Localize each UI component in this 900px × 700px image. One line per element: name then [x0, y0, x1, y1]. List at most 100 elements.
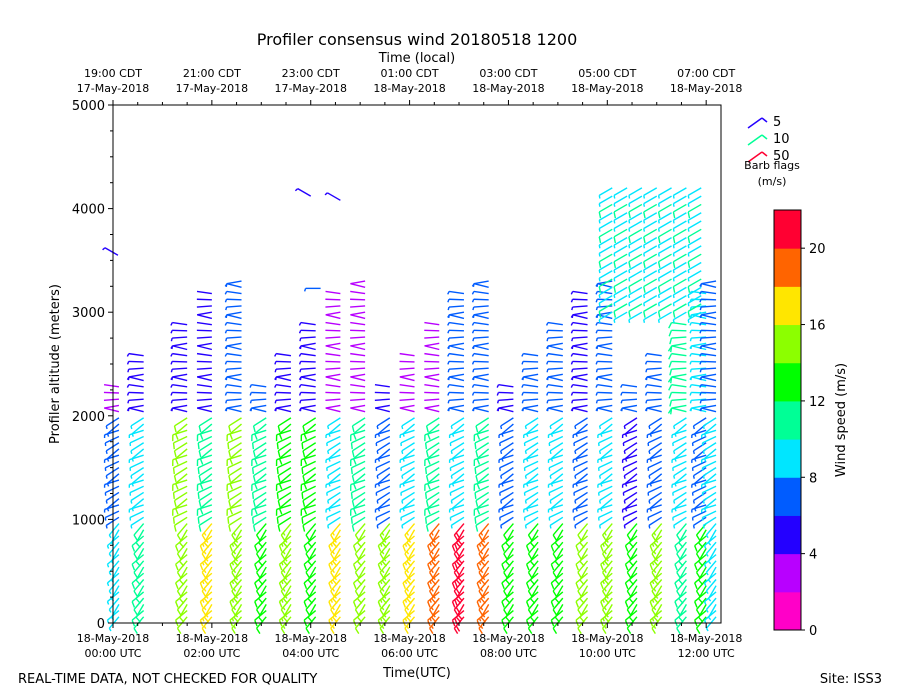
wind-barb [623, 491, 638, 504]
wind-barb [402, 473, 415, 487]
barb-shaft [400, 485, 415, 494]
barb-shaft [523, 398, 539, 401]
wind-barb [379, 579, 391, 597]
wind-barb [425, 417, 440, 433]
wind-barb [703, 423, 717, 437]
barb-feather [280, 609, 286, 616]
barb-half-feather [274, 400, 277, 404]
barb-half-feather [170, 361, 173, 365]
wind-barb [501, 448, 514, 462]
barb-feather [231, 571, 236, 579]
barb-half-feather [451, 433, 455, 437]
wind-barb [604, 529, 613, 548]
barb-half-feather [203, 606, 207, 611]
barb-shaft [426, 417, 440, 427]
barb-half-feather [471, 384, 475, 388]
barb-feather [198, 500, 202, 507]
barb-shaft [597, 391, 613, 394]
barb-shaft [251, 384, 267, 388]
barb-half-feather [605, 558, 609, 562]
wind-barb [350, 404, 366, 409]
wind-barb [668, 391, 687, 399]
barb-half-feather [525, 508, 529, 512]
wind-barb [676, 597, 687, 616]
barb-half-feather [613, 228, 616, 232]
barb-feather [676, 609, 681, 616]
wind-barb [455, 529, 465, 548]
barb-shaft [473, 283, 489, 289]
barb-shaft [105, 435, 120, 444]
barb-half-feather [282, 588, 286, 592]
barb-half-feather [689, 353, 692, 357]
wind-barb [351, 467, 366, 482]
wind-barb [478, 579, 490, 597]
barb-shaft [128, 391, 144, 394]
wind-barb [198, 442, 213, 458]
barb-half-feather [628, 269, 631, 274]
wind-barb [449, 460, 465, 471]
wind-barb [126, 391, 144, 396]
barb-feather [379, 590, 385, 597]
barb-shaft [673, 278, 687, 288]
barb-feather [505, 598, 511, 604]
barb-shaft [108, 597, 120, 611]
barb-shaft [623, 460, 638, 469]
barb-feather [255, 553, 261, 560]
barb-shaft [301, 485, 316, 494]
barb-shaft [227, 485, 242, 494]
barb-shaft [501, 498, 514, 509]
wind-barb [628, 195, 643, 207]
barb-half-feather [653, 551, 657, 555]
barb-shaft [297, 188, 312, 197]
barb-shaft [275, 367, 292, 370]
wind-barb [447, 391, 464, 396]
wind-barb [325, 391, 341, 394]
barb-half-feather [525, 483, 529, 487]
barb-feather [429, 609, 434, 616]
legend-item: 10 [747, 132, 790, 147]
wind-barb [691, 460, 707, 471]
barb-shaft [628, 270, 643, 279]
wind-barb [645, 367, 662, 373]
barb-feather [478, 571, 483, 579]
wind-barb [332, 604, 341, 623]
barb-feather [651, 534, 656, 541]
wind-barb [628, 295, 643, 307]
barb-feather [478, 609, 483, 616]
barb-shaft [523, 407, 539, 413]
barb-half-feather [699, 361, 702, 365]
barb-shaft [701, 342, 717, 347]
barb-half-feather [478, 562, 482, 566]
barb-feather [176, 627, 182, 635]
barb-half-feather [575, 483, 578, 487]
barb-shaft [350, 314, 366, 320]
barb-shaft [702, 510, 717, 519]
barb-shaft [174, 417, 188, 427]
wind-barb [474, 485, 489, 499]
barb-shaft [474, 435, 489, 444]
barb-half-feather [672, 269, 675, 274]
barb-half-feather [231, 543, 235, 547]
barb-shaft [505, 604, 514, 618]
barb-half-feather [524, 450, 527, 455]
wind-barb [622, 435, 638, 447]
barb-shaft [375, 435, 391, 444]
barb-half-feather [377, 433, 381, 437]
wind-barb [330, 523, 341, 541]
barb-shaft [671, 404, 687, 409]
wind-barb [598, 311, 613, 323]
barb-feather [199, 508, 204, 515]
barb-feather [527, 534, 533, 541]
wind-barb [327, 491, 341, 504]
barb-half-feather [224, 299, 228, 303]
wind-barb [249, 391, 267, 396]
wind-barb [480, 529, 490, 548]
barb-shaft [400, 435, 415, 444]
wind-barb [598, 278, 613, 293]
wind-barb [672, 228, 687, 244]
barb-shaft [376, 516, 391, 526]
barb-shaft [105, 510, 120, 519]
barb-shaft [547, 398, 563, 401]
barb-feather [695, 534, 701, 541]
